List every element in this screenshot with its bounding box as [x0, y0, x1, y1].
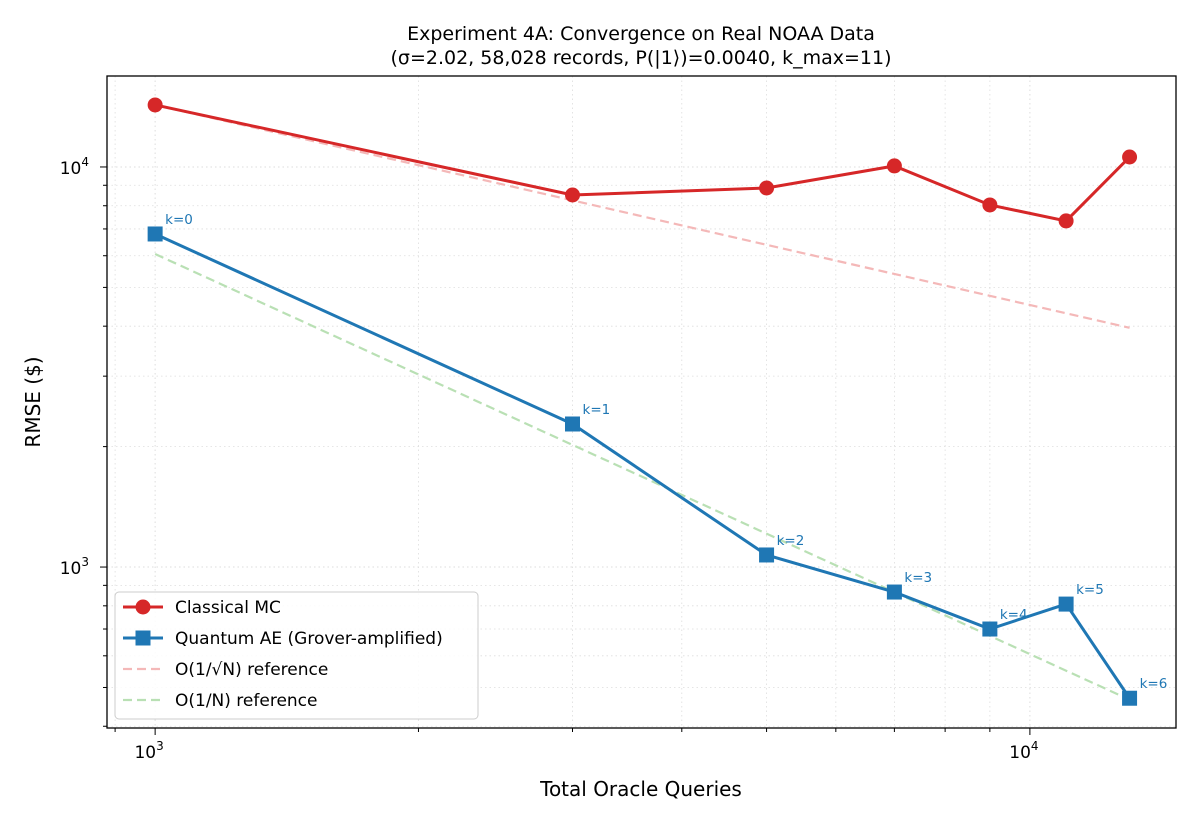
data-point: [147, 226, 163, 242]
legend-marker: [135, 630, 151, 646]
point-annotation: k=4: [1000, 607, 1028, 623]
data-point: [886, 584, 902, 600]
data-point: [565, 187, 581, 203]
y-tick-label: 104: [60, 155, 89, 179]
series-line: [154, 103, 1130, 329]
x-tick-exponent: 4: [1031, 739, 1039, 753]
plot-frame: [106, 75, 1177, 729]
point-annotation: k=1: [583, 402, 611, 418]
point-annotation: k=0: [165, 212, 193, 228]
legend-label: Classical MC: [175, 598, 281, 618]
x-axis-label: Total Oracle Queries: [539, 777, 742, 801]
x-tick-label: 103: [134, 739, 163, 763]
data-point: [565, 416, 581, 432]
data-point: [982, 621, 998, 637]
point-annotation: k=5: [1076, 582, 1104, 598]
point-annotation: k=6: [1140, 676, 1168, 692]
point-annotation: k=3: [904, 570, 932, 586]
legend-label: Quantum AE (Grover-amplified): [175, 629, 443, 649]
series-layer: k=0 k=1 k=2 k=3 k=4 k=5 k=6: [147, 97, 1168, 706]
x-tick-label: 104: [1009, 739, 1038, 763]
chart-title: Experiment 4A: Convergence on Real NOAA …: [407, 23, 875, 45]
chart-subtitle: (σ=2.02, 58,028 records, P(|1⟩)=0.0040, …: [390, 47, 891, 69]
data-point: [759, 180, 775, 196]
data-point: [759, 547, 775, 563]
data-point: [1058, 596, 1074, 612]
point-annotation: k=2: [777, 533, 805, 549]
y-axis-label: RMSE ($): [21, 356, 45, 447]
data-point: [147, 97, 163, 113]
legend: Classical MC Quantum AE (Grover-amplified…: [114, 591, 479, 720]
data-point: [886, 158, 902, 174]
legend-box: [114, 591, 479, 720]
y-tick-exponent: 4: [81, 155, 89, 169]
y-tick-exponent: 3: [81, 555, 89, 569]
data-point: [1122, 690, 1138, 706]
data-point: [1058, 213, 1074, 229]
data-point: [1122, 149, 1138, 165]
legend-label: O(1/N) reference: [175, 691, 317, 711]
legend-marker: [135, 599, 151, 615]
data-point: [982, 197, 998, 213]
legend-label: O(1/√N) reference: [175, 660, 328, 680]
series-line: [154, 252, 1131, 701]
y-tick-label: 103: [60, 555, 89, 579]
x-tick-exponent: 3: [156, 739, 164, 753]
